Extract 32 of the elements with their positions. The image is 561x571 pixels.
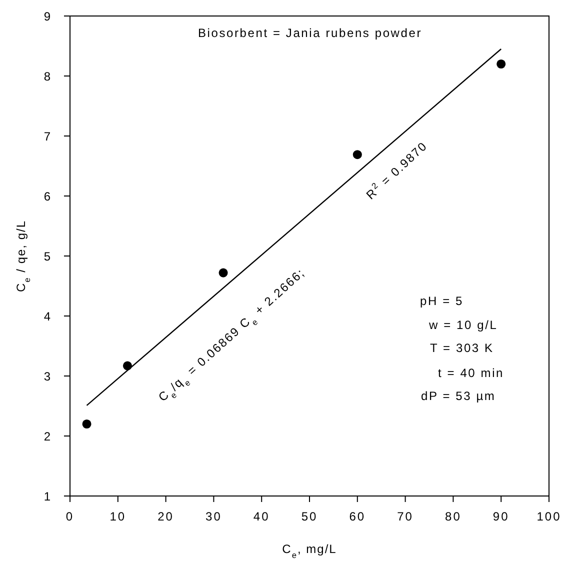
point <box>352 150 362 160</box>
y-tick-label: 5 <box>44 249 52 264</box>
y-tick-label: 9 <box>44 9 52 24</box>
x-tick-label: 80 <box>445 510 462 524</box>
y-tick-label: 7 <box>44 129 52 144</box>
y-tick-label: 4 <box>44 309 52 324</box>
point <box>218 268 228 278</box>
x-tick-label: 70 <box>397 510 414 524</box>
y-tick-label: 8 <box>44 69 52 84</box>
y-tick-label: 1 <box>44 489 52 504</box>
x-tick-label: 60 <box>349 510 366 524</box>
point <box>122 361 132 370</box>
x-tick-label: 30 <box>206 510 222 524</box>
x-tick-label: 100 <box>536 510 561 524</box>
y-tick-label: 6 <box>44 189 52 204</box>
x-tick-label: 10 <box>110 510 126 524</box>
point <box>496 59 506 69</box>
x-tick-label: 90 <box>492 510 510 524</box>
annotation: T = 303 K <box>430 341 494 355</box>
annotation: dP = 53 µm <box>421 389 496 403</box>
y-tick-label: 3 <box>44 369 52 384</box>
annotation: t = 40 min <box>438 366 504 380</box>
annotation: Biosorbent = Jania rubens powder <box>198 26 422 40</box>
annotation: w = 10 g/L <box>428 318 498 332</box>
y-tick-label: 2 <box>44 429 52 444</box>
x-tick-label: 50 <box>301 510 318 524</box>
x-tick-label: 40 <box>253 510 270 524</box>
point <box>82 419 92 429</box>
annotation: pH = 5 <box>420 294 464 308</box>
x-axis-title: C$_{e}$, mg/L <box>282 542 337 560</box>
x-tick-label: 0 <box>66 510 74 524</box>
x-tick-label: 20 <box>158 510 174 524</box>
